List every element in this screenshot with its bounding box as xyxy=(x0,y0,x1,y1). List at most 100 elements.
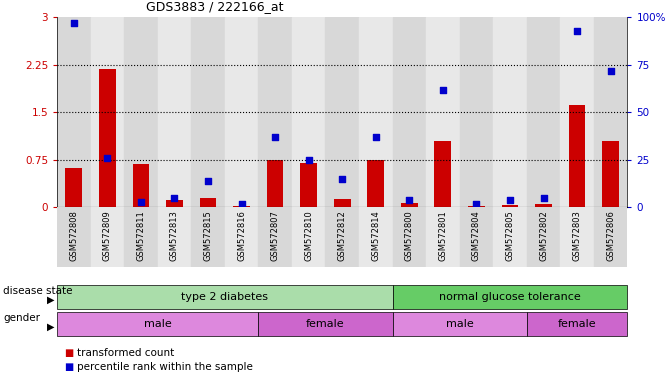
Bar xyxy=(359,17,393,207)
Bar xyxy=(66,168,83,207)
Bar xyxy=(191,207,225,267)
Text: GSM572814: GSM572814 xyxy=(371,210,380,261)
Text: GSM572800: GSM572800 xyxy=(405,210,414,261)
Point xyxy=(437,86,448,93)
Bar xyxy=(258,17,292,207)
Text: disease state: disease state xyxy=(3,286,73,296)
Bar xyxy=(124,207,158,267)
Bar xyxy=(569,105,586,207)
Bar xyxy=(57,207,91,267)
Bar xyxy=(124,17,158,207)
Text: ▶: ▶ xyxy=(46,322,54,332)
Bar xyxy=(292,17,325,207)
Bar xyxy=(535,204,552,207)
Point xyxy=(203,178,213,184)
Point xyxy=(270,134,280,140)
Text: ■: ■ xyxy=(64,348,73,358)
Bar xyxy=(594,207,627,267)
Bar xyxy=(527,17,560,207)
Bar xyxy=(200,198,216,207)
Point xyxy=(404,197,415,203)
Bar xyxy=(603,141,619,207)
Bar xyxy=(325,17,359,207)
Point xyxy=(605,68,616,74)
Point xyxy=(102,155,113,161)
Text: type 2 diabetes: type 2 diabetes xyxy=(181,292,268,302)
Text: GSM572810: GSM572810 xyxy=(304,210,313,261)
Bar xyxy=(359,207,393,267)
Text: GSM572806: GSM572806 xyxy=(606,210,615,261)
Bar xyxy=(301,163,317,207)
Bar xyxy=(594,17,627,207)
Text: GSM572801: GSM572801 xyxy=(438,210,448,261)
Bar xyxy=(99,69,116,207)
Text: GSM572803: GSM572803 xyxy=(572,210,582,261)
Text: female: female xyxy=(558,319,597,329)
Bar xyxy=(468,206,484,207)
Bar xyxy=(225,207,258,267)
Text: ▶: ▶ xyxy=(46,295,54,305)
Bar xyxy=(258,207,292,267)
Text: gender: gender xyxy=(3,313,40,323)
Bar xyxy=(334,199,351,207)
Bar xyxy=(560,207,594,267)
Text: GSM572804: GSM572804 xyxy=(472,210,481,261)
Bar xyxy=(435,141,451,207)
Text: GSM572805: GSM572805 xyxy=(505,210,515,261)
Bar xyxy=(91,207,124,267)
Point xyxy=(169,195,180,201)
Point xyxy=(505,197,515,203)
Text: ■: ■ xyxy=(64,362,73,372)
Bar xyxy=(158,207,191,267)
Bar xyxy=(426,17,460,207)
Text: GSM572802: GSM572802 xyxy=(539,210,548,261)
Bar xyxy=(292,207,325,267)
Text: male: male xyxy=(144,319,172,329)
Point xyxy=(572,28,582,34)
Bar xyxy=(166,200,183,207)
Bar xyxy=(460,207,493,267)
Bar xyxy=(91,17,124,207)
Bar xyxy=(393,207,426,267)
Bar xyxy=(325,207,359,267)
Point xyxy=(370,134,381,140)
Point xyxy=(68,20,79,26)
Bar xyxy=(234,206,250,207)
Bar xyxy=(267,160,283,207)
Text: percentile rank within the sample: percentile rank within the sample xyxy=(77,362,253,372)
Text: GSM572816: GSM572816 xyxy=(237,210,246,261)
Text: GSM572811: GSM572811 xyxy=(136,210,146,261)
Bar xyxy=(493,207,527,267)
Text: GSM572809: GSM572809 xyxy=(103,210,112,261)
Text: GDS3883 / 222166_at: GDS3883 / 222166_at xyxy=(146,0,283,13)
Bar xyxy=(133,164,150,207)
Point xyxy=(471,200,482,207)
Point xyxy=(337,176,348,182)
Bar xyxy=(225,17,258,207)
Text: GSM572815: GSM572815 xyxy=(203,210,213,261)
Text: male: male xyxy=(446,319,474,329)
Text: GSM572807: GSM572807 xyxy=(270,210,280,261)
Text: transformed count: transformed count xyxy=(77,348,174,358)
Bar xyxy=(57,17,91,207)
Bar xyxy=(158,17,191,207)
Bar xyxy=(560,17,594,207)
Text: GSM572808: GSM572808 xyxy=(69,210,79,261)
Text: normal glucose tolerance: normal glucose tolerance xyxy=(439,292,581,302)
Bar xyxy=(493,17,527,207)
Bar xyxy=(191,17,225,207)
Bar xyxy=(393,17,426,207)
Text: GSM572813: GSM572813 xyxy=(170,210,179,261)
Bar xyxy=(401,203,417,207)
Bar xyxy=(368,160,384,207)
Point xyxy=(236,200,247,207)
Point xyxy=(136,199,146,205)
Point xyxy=(303,157,314,163)
Bar xyxy=(426,207,460,267)
Text: GSM572812: GSM572812 xyxy=(338,210,347,261)
Text: female: female xyxy=(306,319,345,329)
Point xyxy=(538,195,549,201)
Bar xyxy=(527,207,560,267)
Bar xyxy=(502,205,519,207)
Bar xyxy=(460,17,493,207)
